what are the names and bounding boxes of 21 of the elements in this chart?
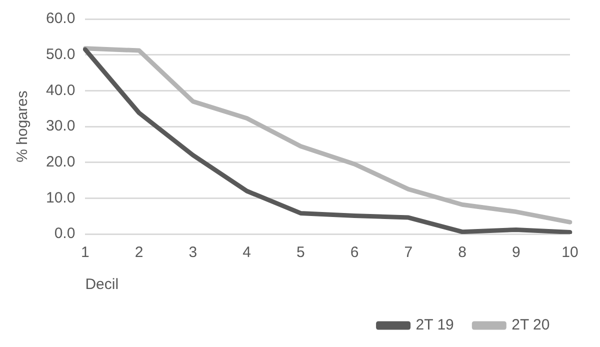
x-tick-label: 2 [134, 244, 144, 262]
y-tick-label: 50.0 [46, 46, 76, 63]
x-tick-label: 10 [562, 244, 578, 262]
y-axis-title: % hogares [14, 90, 32, 162]
x-tick-label: 4 [242, 244, 251, 262]
x-tick-label: 1 [81, 244, 90, 262]
legend-label: 2T 20 [512, 316, 550, 334]
y-tick-label: 0.0 [54, 225, 76, 242]
y-tick-label: 10.0 [46, 189, 76, 206]
y-tick-label: 30.0 [46, 118, 76, 135]
x-tick-label: 8 [458, 244, 466, 262]
x-tick-label: 5 [296, 244, 305, 262]
y-tick-label: 40.0 [46, 82, 76, 99]
x-axis-title: Decil [85, 276, 119, 294]
legend-label: 2T 19 [416, 316, 454, 334]
x-tick-label: 9 [512, 244, 520, 262]
x-tick-label: 6 [350, 244, 359, 262]
y-tick-label: 60.0 [46, 10, 76, 28]
y-tick-label: 20.0 [46, 153, 76, 170]
x-tick-label: 7 [404, 244, 413, 262]
x-tick-label: 3 [188, 244, 198, 262]
